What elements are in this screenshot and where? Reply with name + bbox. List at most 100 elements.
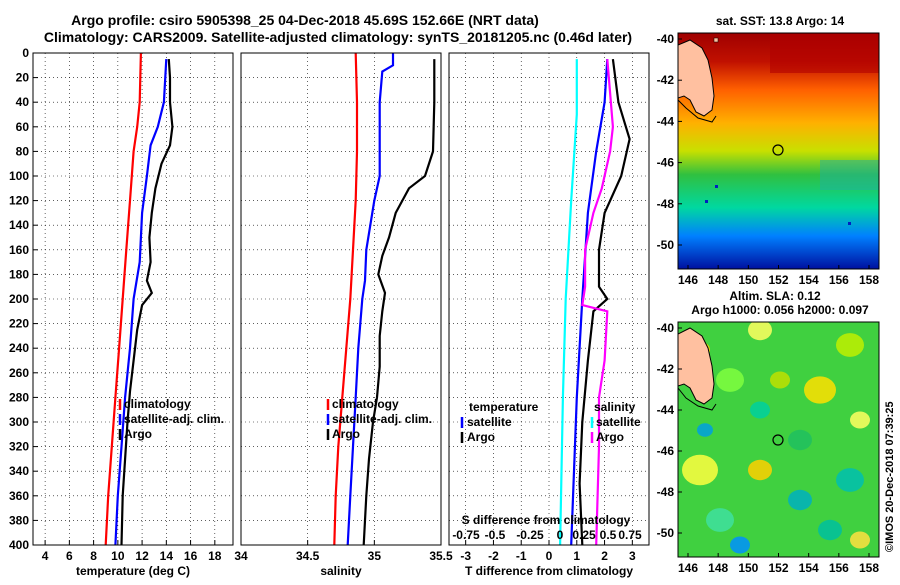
legend-label-salinity: salinity [594, 400, 636, 414]
x-axis-label: temperature (deg C) [76, 564, 190, 578]
sla-map-ticks: 146 148 150 152 154 156 158 -40 -42 -44 -46 -48 -50 [657, 321, 880, 575]
argo-position-marker [772, 144, 784, 156]
x-tick-label: 16 [184, 549, 198, 563]
sla-map-title-1: Altim. SLA: 0.12 [729, 289, 821, 303]
sla-eddy [682, 454, 718, 486]
legend-label: satellite-adj. clim. [124, 412, 224, 426]
legend-label: satellite-adj. clim. [332, 412, 432, 426]
map-x-tick-label: 152 [768, 561, 788, 575]
difference-panel: -3 -2 -1 0 1 2 3T difference from climatologyt… [448, 52, 650, 578]
tasmania-land [678, 39, 715, 117]
map-y-tick-label: -48 [657, 197, 675, 211]
series-line-s-satellite [559, 59, 578, 546]
map-y-tick-label: -48 [657, 485, 675, 499]
y-tick-label: 20 [16, 71, 30, 85]
title-line-1: Argo profile: csiro 5905398_25 04-Dec-20… [71, 12, 539, 28]
y-tick-label: 100 [9, 169, 29, 183]
series-line-satellite-adj-clim- [114, 59, 168, 546]
sla-eddy [716, 368, 744, 392]
temperature-panel: 4 6 8 10 12 14 16 18 temperature (deg C) 0 20 40 60 8… [9, 46, 234, 578]
y-tick-label: 160 [9, 243, 29, 257]
y-tick-label: 80 [16, 144, 30, 158]
map-y-tick-label: -40 [657, 321, 675, 335]
map-y-tick-label: -46 [657, 156, 675, 170]
y-tick-label: 60 [16, 120, 30, 134]
x-tick-label: 34.5 [296, 549, 320, 563]
y-tick-label: 340 [9, 464, 29, 478]
y-tick-label: 40 [16, 95, 30, 109]
secondary-tick-label: 0.5 [600, 528, 617, 542]
legend-label: climatology [332, 397, 399, 411]
x-tick-label: -1 [516, 549, 527, 563]
map-x-tick-label: 150 [738, 273, 758, 287]
y-tick-label: 120 [9, 194, 29, 208]
sla-map-title-2: Argo h1000: 0.056 h2000: 0.097 [691, 303, 869, 317]
map-x-tick-label: 148 [708, 273, 728, 287]
series-line-s-argo [581, 59, 615, 546]
secondary-tick-label: -0.5 [485, 528, 506, 542]
imos-watermark: ©IMOS 20-Dec-2018 07:39:25 [884, 401, 896, 552]
map-y-tick-label: -44 [657, 403, 675, 417]
y-tick-label: 280 [9, 390, 29, 404]
x-tick-label: 35 [368, 549, 382, 563]
secondary-tick-label: -0.25 [516, 528, 544, 542]
map-x-tick-label: 148 [708, 561, 728, 575]
cold-pixel [715, 185, 718, 188]
secondary-tick-label: 0.25 [572, 528, 596, 542]
sla-map: Altim. SLA: 0.12 Argo h1000: 0.056 h2000… [657, 289, 880, 575]
salinity-panel: 34 34.5 35 35.5 salinity climatologysatellite… [234, 52, 453, 578]
x-tick-label: -3 [460, 549, 471, 563]
map-y-tick-label: -42 [657, 73, 675, 87]
series-line-t-satellite [570, 59, 609, 546]
map-x-tick-label: 158 [859, 273, 879, 287]
x-axis-label: T difference from climatology [465, 564, 633, 578]
y-tick-label: 140 [9, 218, 29, 232]
sst-contour [678, 99, 717, 123]
map-x-tick-label: 154 [799, 561, 819, 575]
sla-eddy [836, 468, 864, 492]
legend-label-salinity: Argo [596, 430, 624, 444]
cold-pixel [848, 222, 851, 225]
y-tick-label: 400 [9, 538, 29, 552]
x-tick-label: 3 [629, 549, 636, 563]
sst-warm-patch [770, 33, 879, 73]
series-line-climatology [104, 52, 142, 546]
argo-position-marker-2 [772, 434, 784, 446]
map-x-tick-label: 150 [738, 561, 758, 575]
x-tick-label: 2 [601, 549, 608, 563]
map-x-tick-label: 156 [829, 273, 849, 287]
sla-eddy [788, 489, 812, 511]
x-tick-label: 34 [234, 549, 248, 563]
x-tick-label: 10 [111, 549, 125, 563]
y-tick-label: 180 [9, 267, 29, 281]
sla-eddies [682, 322, 870, 554]
sla-eddy [850, 411, 870, 429]
sla-eddy [706, 508, 734, 532]
secondary-tick-label: 0 [557, 528, 564, 542]
sla-eddy [697, 423, 713, 437]
x-tick-label: 0 [546, 549, 553, 563]
sla-contour [678, 387, 717, 411]
secondary-tick-label: 0.75 [618, 528, 642, 542]
x-tick-label: -2 [488, 549, 499, 563]
legend-label: climatology [124, 397, 191, 411]
tasmania-land-2 [678, 327, 715, 405]
y-tick-label: 320 [9, 440, 29, 454]
sla-eddy [818, 519, 842, 541]
y-tick-label: 380 [9, 513, 29, 527]
y-tick-label: 360 [9, 489, 29, 503]
sla-eddy [770, 371, 790, 389]
sst-map-title: sat. SST: 13.8 Argo: 14 [716, 14, 845, 28]
series-line-climatology [333, 52, 359, 546]
map-y-tick-label: -46 [657, 444, 675, 458]
legend-label-temperature: Argo [467, 430, 495, 444]
secondary-axis-label: S difference from climatology [462, 513, 631, 527]
sst-map: sat. SST: 13.8 Argo: 14 146 148 150 152 154 1… [657, 14, 880, 287]
x-tick-label: 6 [66, 549, 73, 563]
series-line-argo [120, 59, 174, 546]
sla-eddy [804, 376, 836, 404]
map-y-tick-label: -44 [657, 114, 675, 128]
x-tick-label: 14 [160, 549, 174, 563]
